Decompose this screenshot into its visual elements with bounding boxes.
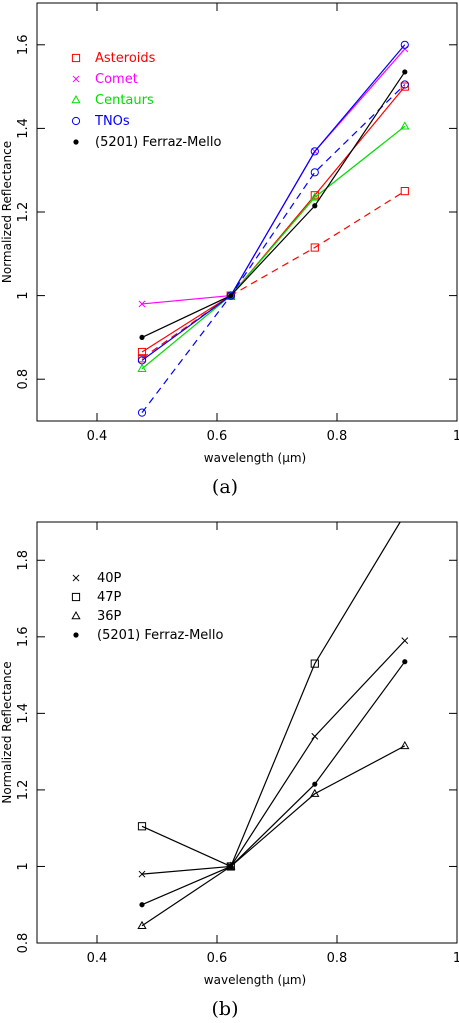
legend-label-b-1: 47P — [97, 590, 122, 605]
legend-marker-b-0 — [72, 574, 80, 582]
legend-marker-a-6 — [73, 139, 79, 145]
y-tick-label-a-4: 1.6 — [16, 34, 31, 55]
x-tick-label-a-2: 0.8 — [327, 429, 348, 444]
caption-a: (a) — [212, 476, 238, 498]
data-point-b-3-1 — [228, 863, 234, 870]
data-point-b-2-2 — [310, 788, 320, 797]
data-point-a-5-2 — [310, 168, 319, 177]
series-line-a-5 — [141, 84, 406, 414]
data-point-b-1-0 — [137, 822, 147, 831]
series-line-a-3 — [141, 125, 406, 370]
data-point-a-5-1 — [226, 291, 235, 300]
legend-label-a-4: TNOs — [94, 114, 130, 129]
data-point-a-4-2 — [310, 147, 319, 156]
legend-label-b-0: 40P — [97, 571, 122, 586]
y-tick-label-a-2: 1.2 — [16, 202, 31, 223]
x-tick-label-a-0: 0.4 — [87, 429, 108, 444]
data-point-a-5-3 — [400, 80, 409, 89]
series-line-b-1 — [141, 522, 401, 868]
x-tick-label-b-1: 0.6 — [207, 951, 228, 966]
data-point-b-1-2 — [310, 659, 319, 668]
y-tick-label-b-1: 1 — [16, 862, 31, 870]
series-line-a-2 — [141, 48, 406, 305]
data-point-a-4-0 — [137, 356, 147, 365]
series-line-a-0 — [141, 86, 406, 353]
data-point-a-6-0 — [139, 334, 145, 340]
series-line-b-2 — [141, 745, 406, 927]
y-tick-label-a-1: 1 — [16, 291, 31, 299]
caption-b: (b) — [212, 998, 239, 1020]
series-group-b — [137, 511, 410, 929]
legend-marker-a-4 — [71, 116, 81, 126]
series-line-a-6 — [141, 71, 406, 338]
data-point-b-2-3 — [400, 740, 410, 750]
data-point-b-3-3 — [402, 659, 408, 665]
y-tick-label-b-5: 1.8 — [16, 550, 31, 571]
x-tick-label-b-2: 0.8 — [327, 951, 348, 966]
x-axis-title-a: wavelength (μm) — [204, 451, 306, 465]
data-point-a-3-0 — [137, 363, 147, 372]
y-axis-title-b: Normalized Reflectance — [0, 661, 14, 803]
series-line-a-1 — [141, 190, 406, 359]
data-point-a-5-0 — [137, 408, 147, 417]
chart-panel-a: 0.4 0.6 0.8 1 0.8 1 1.2 1.4 1.6 wavelength (μm) No… — [0, 2, 459, 465]
data-point-a-0-3 — [400, 82, 409, 91]
x-tick-label-a-3: 1 — [453, 429, 459, 444]
legend-marker-b-1 — [71, 592, 81, 602]
x-tick-label-a-1: 0.6 — [207, 429, 228, 444]
legend-marker-a-3 — [71, 95, 81, 104]
y-axis-title-a: Normalized Reflectance — [0, 141, 14, 283]
data-point-a-4-3 — [400, 40, 409, 49]
x-axis-title-b: wavelength (μm) — [204, 973, 306, 987]
legend-label-a-3: Centaurs — [95, 93, 154, 108]
y-tick-label-b-2: 1.2 — [16, 780, 31, 801]
y-tick-label-a-0: 0.8 — [16, 369, 31, 390]
data-point-b-3-2 — [312, 781, 318, 787]
data-point-b-0-3 — [401, 637, 409, 645]
legend-label-a-2: Comet — [95, 72, 138, 87]
data-point-a-6-3 — [402, 69, 408, 75]
legend-marker-b-2 — [71, 611, 81, 620]
legend-marker-b-3 — [73, 632, 79, 638]
data-point-a-3-3 — [400, 121, 410, 130]
legend-marker-a-0 — [71, 53, 81, 63]
plot-area-b — [36, 521, 458, 944]
series-group-a — [137, 40, 410, 417]
series-line-b-0 — [141, 640, 406, 875]
data-point-a-1-3 — [400, 187, 409, 196]
legend-label-a-6: (5201) Ferraz-Mello — [95, 135, 222, 150]
data-point-b-1-3 — [401, 511, 408, 518]
data-point-a-2-0 — [138, 300, 146, 308]
y-tick-label-b-4: 1.6 — [16, 626, 31, 647]
data-point-a-1-2 — [310, 243, 319, 252]
data-point-a-0-0 — [137, 347, 147, 357]
chart-panel-b: 0.4 0.6 0.8 1 0.8 1 1.2 1.4 1.6 1.8 wavelength (μm… — [0, 511, 459, 987]
data-point-a-3-2 — [310, 192, 320, 201]
data-point-b-0-2 — [311, 732, 319, 740]
y-tick-label-b-0: 0.8 — [16, 933, 31, 954]
series-line-b-3 — [141, 661, 406, 906]
legend-marker-a-2 — [72, 75, 80, 83]
data-point-b-3-0 — [139, 902, 145, 908]
x-tick-label-b-3: 1 — [453, 951, 459, 966]
y-tick-label-a-3: 1.4 — [16, 118, 31, 139]
y-tick-label-b-3: 1.4 — [16, 703, 31, 724]
legend-label-a-0: Asteroids — [95, 51, 156, 66]
series-line-a-4 — [141, 44, 406, 361]
data-point-b-2-0 — [137, 920, 147, 929]
legend-label-b-3: (5201) Ferraz-Mello — [97, 628, 224, 643]
data-point-a-6-2 — [312, 203, 318, 209]
data-point-b-0-0 — [138, 870, 146, 878]
data-point-a-6-1 — [228, 293, 234, 299]
legend-label-b-2: 36P — [97, 609, 122, 624]
x-tick-label-b-0: 0.4 — [87, 951, 108, 966]
